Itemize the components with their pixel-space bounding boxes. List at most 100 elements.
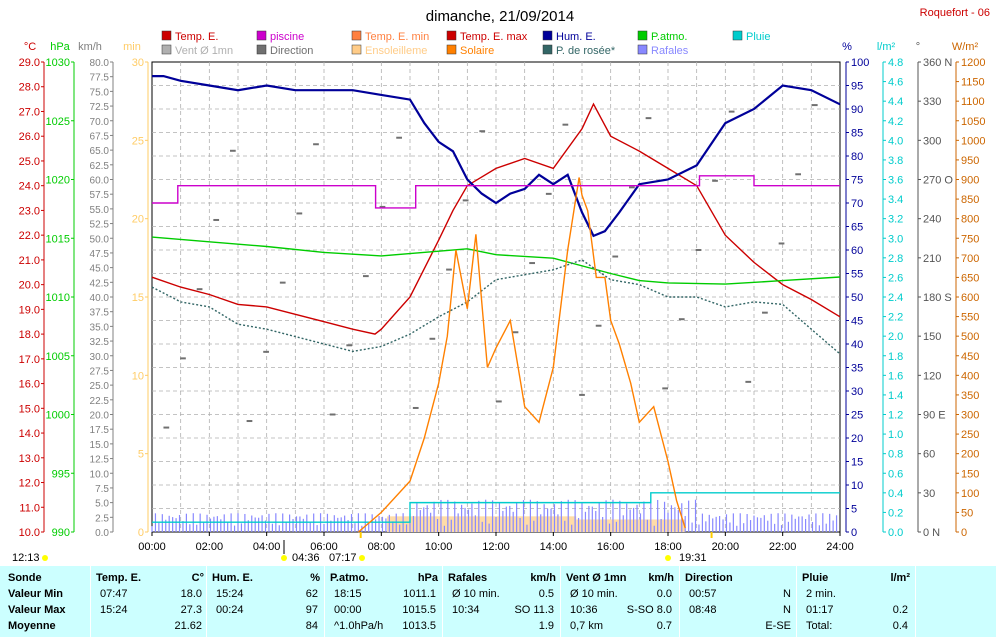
axis-label-dir: 270 O	[923, 175, 953, 187]
axis-label-wind: 42.5	[90, 278, 110, 289]
axis-label-press: 1015	[46, 233, 70, 245]
axis-label-min: 5	[138, 449, 144, 461]
axis-label-temp: 22.0	[19, 230, 40, 242]
moonset-label: 04:36	[292, 552, 320, 564]
stats-separator	[679, 566, 680, 637]
axis-label-hum: 20	[851, 433, 863, 445]
stats-cell-value: 1015.5	[402, 604, 436, 616]
axis-label-solar: 500	[961, 331, 979, 343]
axis-label-solar: 750	[961, 233, 979, 245]
axis-label-min: 20	[132, 214, 144, 226]
axis-label-wind: 50.0	[90, 234, 110, 245]
axis-label-wind: 22.5	[90, 396, 110, 407]
axis-label-press: 1030	[46, 57, 70, 69]
legend-label: Vent Ø 1mn	[175, 45, 233, 57]
stats-separator	[560, 566, 561, 637]
axis-label-solar: 250	[961, 429, 979, 441]
axis-label-temp: 12.0	[19, 478, 40, 490]
axis-label-rain: 0.8	[888, 449, 903, 461]
stats-header: Temp. E.	[96, 572, 142, 584]
stats-cell-value: N	[783, 588, 791, 600]
axis-label-wind: 37.5	[90, 308, 110, 319]
axis-label-rain: 1.4	[888, 390, 903, 402]
legend-swatch	[161, 44, 172, 55]
stats-separator	[442, 566, 443, 637]
axis-label-hum: 15	[851, 457, 863, 469]
stats-cell-time: 0,7 km	[570, 620, 604, 632]
axis-label-wind: 20.0	[90, 411, 110, 422]
axis-label-press: 1020	[46, 175, 70, 187]
stats-cell-time: Ø 10 min.	[452, 588, 500, 600]
legend-label: Pluie	[746, 31, 770, 43]
axis-label-wind: 77.5	[90, 73, 110, 84]
axis-label-wind: 2.5	[95, 513, 109, 524]
stats-cell-time: 00:57	[689, 588, 717, 600]
station-name: Roquefort - 06	[920, 7, 990, 19]
axis-label-wind: 62.5	[90, 161, 110, 172]
stats-cell-time: 15:24	[216, 588, 244, 600]
axis-label-wind: 0.0	[95, 528, 109, 539]
axis-label-solar: 450	[961, 351, 979, 363]
axis-label-temp: 13.0	[19, 453, 40, 465]
axis-label-hum: 70	[851, 198, 863, 210]
axis-label-hum: 50	[851, 292, 863, 304]
axis-label-min: 30	[132, 57, 144, 69]
stats-cell-time: 08:48	[689, 604, 717, 616]
axis-label-min: 10	[132, 370, 144, 382]
stats-cell-time: ^1.0hPa/h	[334, 620, 384, 632]
x-tick-label: 12:00	[482, 541, 510, 553]
axis-label-wind: 12.5	[90, 455, 110, 466]
axis-unit-wind: km/h	[78, 41, 102, 53]
stats-cell-time: 01:17	[806, 604, 834, 616]
legend-swatch	[542, 44, 553, 55]
legend-swatch	[351, 44, 362, 55]
axis-label-hum: 35	[851, 363, 863, 375]
axis-label-hum: 90	[851, 104, 863, 116]
axis-label-press: 990	[52, 527, 70, 539]
axis-label-wind: 40.0	[90, 293, 110, 304]
axis-label-rain: 2.0	[888, 331, 903, 343]
axis-label-rain: 3.0	[888, 233, 903, 245]
axis-label-rain: 3.6	[888, 175, 903, 187]
axis-label-wind: 35.0	[90, 322, 110, 333]
axis-label-rain: 1.6	[888, 370, 903, 382]
axis-label-temp: 18.0	[19, 329, 40, 341]
axis-label-rain: 0.2	[888, 507, 903, 519]
stats-header: Hum. E.	[212, 572, 253, 584]
axis-label-temp: 15.0	[19, 403, 40, 415]
legend-label: P.atmo.	[651, 31, 688, 43]
axis-label-press: 1025	[46, 116, 70, 128]
axis-unit-dir: °	[916, 41, 920, 53]
axis-label-rain: 4.0	[888, 135, 903, 147]
axis-label-solar: 400	[961, 370, 979, 382]
x-tick-label: 08:00	[368, 541, 396, 553]
axis-label-temp: 28.0	[19, 82, 40, 94]
stats-cell-value: 18.0	[180, 588, 202, 600]
axis-label-rain: 0.0	[888, 527, 903, 539]
axis-label-dir: 30	[923, 488, 935, 500]
stats-header: Pluie	[802, 572, 829, 584]
axis-label-wind: 52.5	[90, 220, 110, 231]
x-tick-label: 16:00	[597, 541, 625, 553]
axis-label-wind: 67.5	[90, 131, 110, 142]
chart-title: dimanche, 21/09/2014	[426, 8, 574, 25]
axis-label-rain: 3.8	[888, 155, 903, 167]
axis-label-rain: 1.2	[888, 410, 903, 422]
stats-cell-value: 84	[305, 620, 318, 632]
axis-label-rain: 4.4	[888, 96, 903, 108]
axis-label-min: 15	[132, 292, 144, 304]
axis-label-solar: 100	[961, 488, 979, 500]
axis-label-wind: 17.5	[90, 425, 110, 436]
stats-cell-value: 0.2	[892, 604, 908, 616]
legend-swatch	[351, 30, 362, 41]
x-tick-label: 22:00	[769, 541, 797, 553]
x-tick-label: 14:00	[540, 541, 568, 553]
axis-label-dir: 150	[923, 331, 941, 343]
stats-cell-time: 18:15	[334, 588, 362, 600]
stats-header: Direction	[685, 572, 733, 584]
legend-swatch	[446, 44, 457, 55]
axis-label-hum: 100	[851, 57, 869, 69]
axis-label-rain: 4.6	[888, 77, 903, 89]
stats-cell-value: 0.5	[538, 588, 554, 600]
axis-label-solar: 1050	[961, 116, 985, 128]
